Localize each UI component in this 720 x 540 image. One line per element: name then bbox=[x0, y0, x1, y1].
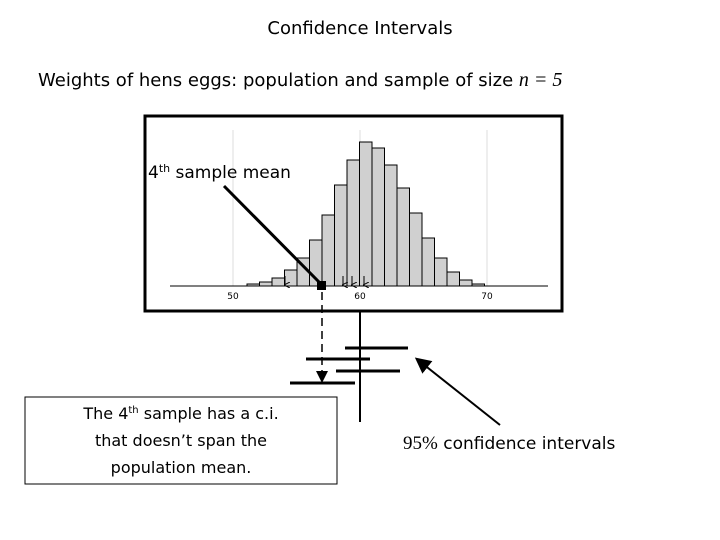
ci-percent: 95% bbox=[403, 433, 438, 454]
note-suffix: th bbox=[128, 405, 138, 416]
histogram-bar bbox=[359, 141, 373, 287]
histogram bbox=[246, 141, 485, 287]
histogram-bar bbox=[284, 269, 298, 287]
note-box bbox=[24, 396, 338, 485]
subtitle: Weights of hens eggs: population and sam… bbox=[38, 69, 562, 91]
ci-rest: confidence intervals bbox=[438, 434, 616, 454]
histogram-bar bbox=[421, 237, 435, 287]
histogram-bar bbox=[321, 214, 335, 287]
histogram-bar bbox=[434, 257, 448, 287]
note-line: population mean. bbox=[111, 458, 252, 477]
note-line: The 4th sample has a c.i. bbox=[82, 404, 278, 423]
axis-label: 50 bbox=[227, 292, 239, 302]
histogram-bar bbox=[346, 159, 360, 287]
annotation-number: 4 bbox=[148, 163, 159, 183]
annotation: 4th sample mean bbox=[148, 162, 291, 183]
ci-pointer bbox=[414, 357, 501, 426]
note-line: that doesn’t span the bbox=[95, 431, 267, 450]
histogram-bar bbox=[384, 164, 398, 287]
histogram-bar bbox=[371, 147, 385, 287]
subtitle-text: Weights of hens eggs: population and sam… bbox=[38, 70, 519, 91]
note-text: The 4 bbox=[82, 404, 128, 423]
confidence-intervals bbox=[290, 346, 408, 385]
sample-mean-marker bbox=[317, 281, 326, 290]
formula: n = 5 bbox=[519, 69, 563, 91]
pointer bbox=[222, 184, 322, 285]
annotation-suffix: th bbox=[159, 162, 170, 175]
axis-label: 60 bbox=[354, 292, 366, 302]
histogram-bar bbox=[446, 271, 460, 287]
histogram-bar bbox=[334, 184, 348, 287]
sample-arrows bbox=[285, 276, 364, 285]
histogram-bar bbox=[271, 277, 285, 287]
axis-label: 70 bbox=[481, 292, 493, 302]
histogram-bar bbox=[459, 279, 473, 287]
histogram-bar bbox=[259, 281, 273, 287]
ci-label: 95% confidence intervals bbox=[403, 433, 616, 454]
annotation-rest: sample mean bbox=[170, 163, 291, 183]
title: Confidence Intervals bbox=[267, 18, 452, 39]
histogram-bar bbox=[409, 212, 423, 287]
histogram-bar bbox=[396, 187, 410, 287]
note-text: sample has a c.i. bbox=[139, 404, 279, 423]
